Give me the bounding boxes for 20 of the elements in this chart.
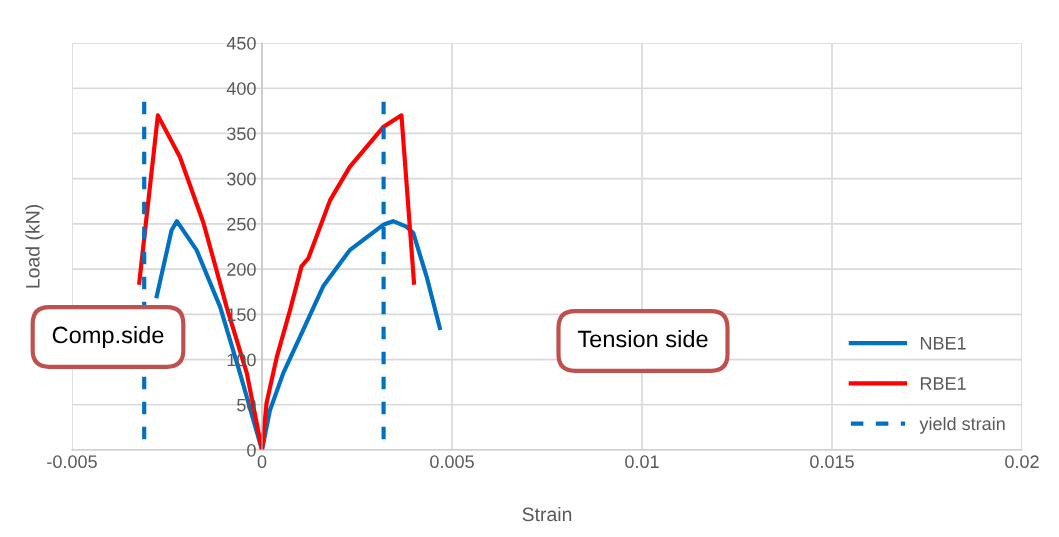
annotation: Tension side <box>577 329 708 348</box>
x-tick-label: -0.005 <box>47 455 97 469</box>
y-tick-label: 450 <box>226 36 256 50</box>
x-axis-title: Strain <box>522 506 572 522</box>
legend-label: RBE1 <box>920 377 966 390</box>
x-tick-label: 0.01 <box>625 455 659 469</box>
x-tick-label: 0.015 <box>810 455 854 469</box>
y-tick-label: 400 <box>226 82 256 95</box>
annotation: Comp.side <box>52 325 164 348</box>
y-tick-label: 200 <box>227 263 256 276</box>
y-tick-label: 300 <box>227 172 256 186</box>
y-tick-label: 0 <box>247 443 256 457</box>
legend-label: NBE1 <box>920 336 966 350</box>
y-tick-label: 350 <box>227 127 256 141</box>
y-tick-label: 250 <box>227 217 256 231</box>
x-tick-label: 0.005 <box>430 455 474 469</box>
legend-label: yield strain <box>919 416 1005 434</box>
x-tick-label: 0.02 <box>1005 455 1039 469</box>
y-axis-title: Load (kN) <box>25 205 44 288</box>
x-tick-label: 0 <box>257 455 267 469</box>
